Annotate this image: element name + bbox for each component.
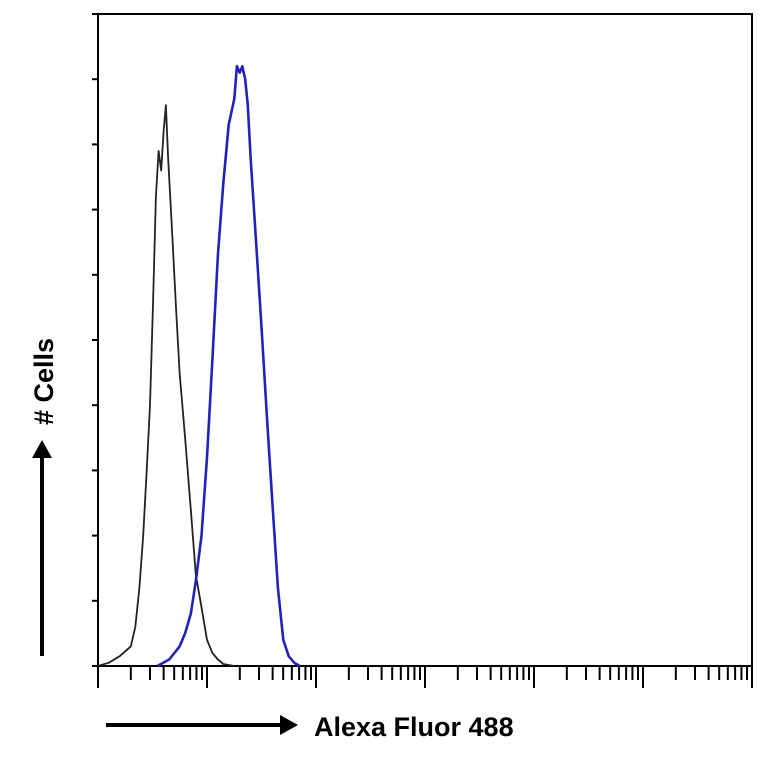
y-axis-arrow-head [32, 440, 52, 458]
histogram-curves [97, 64, 301, 668]
y-axis-label: # Cells [29, 338, 59, 425]
histogram-series-1 [97, 104, 235, 667]
x-axis-arrow-head [280, 715, 298, 735]
x-axis-label: Alexa Fluor 488 [314, 712, 514, 742]
histogram-series-2 [156, 64, 301, 668]
x-axis-ticks [97, 666, 753, 688]
